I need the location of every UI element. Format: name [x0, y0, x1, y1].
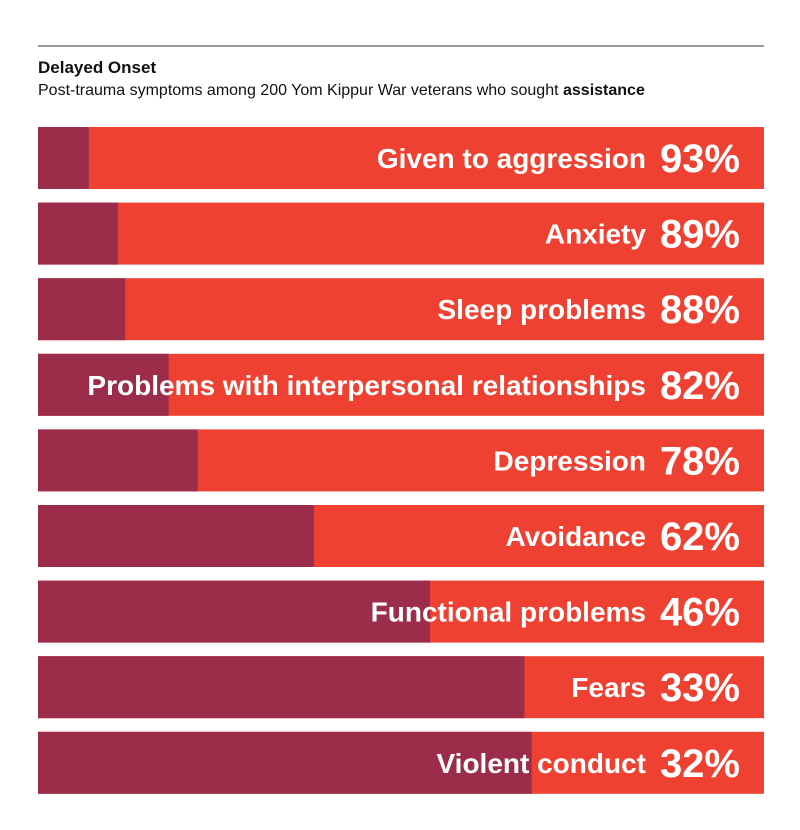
bar-row: Sleep problems 88% [38, 278, 764, 341]
bar-label: Problems with interpersonal relationship… [87, 370, 646, 401]
subtitle-bold-text: assistance [563, 82, 645, 99]
bar-value-label: 32% [660, 742, 740, 786]
bar-value-label: 82% [660, 364, 740, 408]
bar-row: Given to aggression 93% [38, 127, 764, 189]
bar-value-label: 93% [660, 137, 740, 181]
chart-title: Delayed Onset [38, 58, 157, 77]
bar-remainder [38, 731, 532, 794]
bar-label: Sleep problems [437, 294, 646, 325]
bar-row: Problems with interpersonal relationship… [38, 353, 764, 416]
bar-label: Functional problems [371, 597, 646, 628]
bar-remainder [38, 353, 169, 416]
bar-remainder [38, 127, 89, 189]
bar-label: Anxiety [545, 219, 647, 250]
bar-row: Depression 78% [38, 429, 764, 492]
bar-label: Violent conduct [437, 748, 647, 779]
bar [38, 202, 764, 265]
bar-remainder [38, 202, 118, 265]
bar-row: Functional problems 46% [38, 580, 764, 643]
bar-value-label: 89% [660, 213, 740, 257]
bar-row: Fears 33% [38, 656, 764, 719]
bar-value-label: 88% [660, 288, 740, 332]
bar-value-label: 78% [660, 439, 740, 483]
bar-remainder [38, 278, 126, 341]
bar-remainder [38, 580, 431, 643]
bar-value-label: 33% [660, 666, 740, 710]
bar-value-label: 62% [660, 515, 740, 559]
bar-row: Avoidance 62% [38, 505, 764, 567]
bar-label: Given to aggression [377, 143, 646, 174]
top-rule [38, 45, 764, 47]
bar-label: Fears [571, 672, 646, 703]
bar-label: Depression [494, 445, 647, 476]
chart-subtitle: Post-trauma symptoms among 200 Yom Kippu… [38, 82, 645, 100]
bar [38, 127, 764, 189]
bar-label: Avoidance [505, 521, 646, 552]
subtitle-text: Post-trauma symptoms among 200 Yom Kippu… [38, 82, 559, 99]
bar-row: Violent conduct 32% [38, 731, 764, 794]
bar-row: Anxiety 89% [38, 202, 764, 265]
bar-remainder [38, 505, 314, 567]
bar [38, 278, 764, 341]
bar-value-label: 46% [660, 591, 740, 635]
bar-remainder [38, 656, 525, 719]
bar-remainder [38, 429, 198, 492]
